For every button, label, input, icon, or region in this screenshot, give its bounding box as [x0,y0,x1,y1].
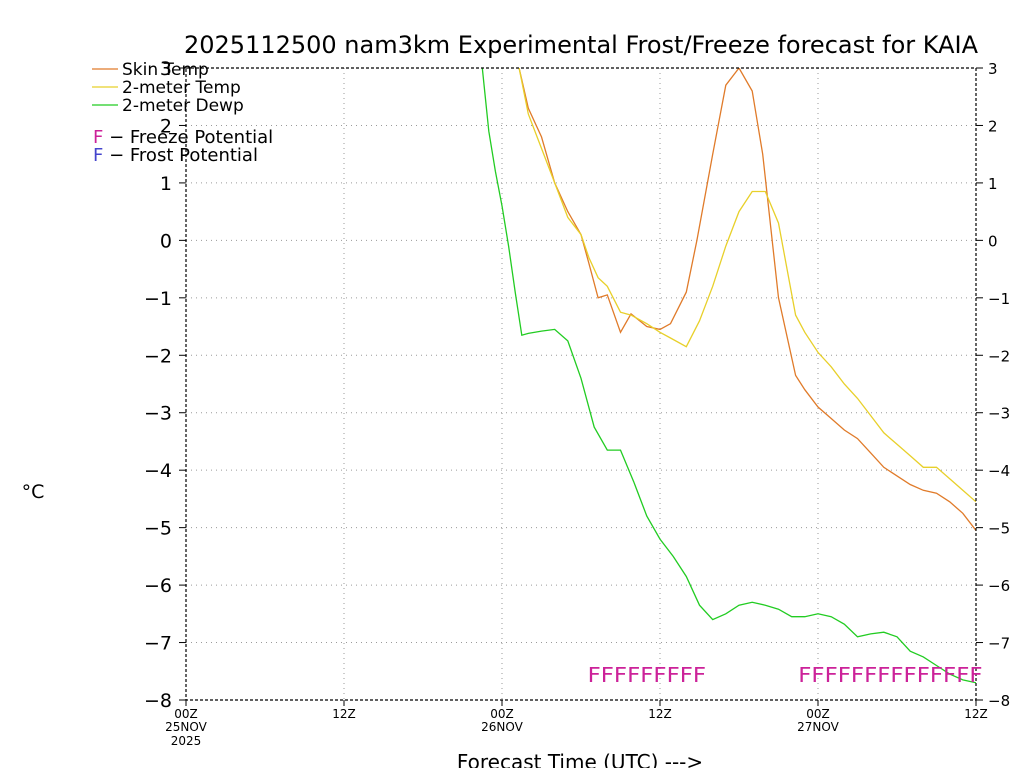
x-axis-label: Forecast Time (UTC) ---> [457,750,703,768]
y-tick-label-left: −8 [144,690,172,712]
x-tick-label-hour: 12Z [332,707,356,721]
y-tick-label-left: −1 [144,288,172,310]
legend-marker-entry: F − Freeze Potential [93,127,273,148]
y-tick-label-left: −5 [144,518,172,540]
chart-title: 2025112500 nam3km Experimental Frost/Fre… [184,31,979,59]
legend-marker-entry: F − Frost Potential [93,145,258,166]
freeze-potential-markers: FFFFFFFFF FFFFFFFFFFFFFF [588,663,983,687]
x-tick-label-hour: 00Z [490,707,514,721]
x-tick-label-date: 26NOV [481,720,523,734]
y-tick-label-left: 2 [160,115,172,137]
y-tick-label-left: −7 [144,633,172,655]
y-tick-label-left: 1 [160,173,172,195]
series-line-2-meter-dewp [481,68,976,684]
legend-label: 2-meter Dewp [122,96,244,116]
plot-frame [185,67,977,701]
y-tick-label-left: −6 [144,575,172,597]
y-tick-label-left: 0 [160,230,172,252]
x-tick-label-hour: 12Z [648,707,672,721]
y-tick-label-right: 1 [988,175,998,193]
y-tick-label-right: −6 [988,577,1010,595]
legend-marker-label: − Freeze Potential [103,127,273,148]
y-tick-label-left: −4 [144,460,172,482]
y-tick-label-left: −3 [144,403,172,425]
x-tick-label-date: 27NOV [797,720,839,734]
x-tick-label-year: 2025 [171,734,202,748]
legend-label: Skin Temp [122,60,209,80]
freeze-potential-run: FFFFFFFFFFFFFF [798,663,982,687]
y-tick-label-right: 2 [988,117,998,135]
x-tick-label-hour: 12Z [964,707,988,721]
legend-label: 2-meter Temp [122,78,241,98]
freeze-potential-run: FFFFFFFFF [588,663,707,687]
y-tick-label-right: −4 [988,462,1010,480]
legend-marker-symbol: F [93,127,103,148]
y-tick-label-right: −2 [988,347,1010,365]
legend-marker-label: − Frost Potential [103,145,258,166]
x-tick-label-hour: 00Z [806,707,830,721]
legend-marker-symbol: F [93,145,103,166]
y-tick-label-right: 3 [988,60,998,78]
y-tick-label-right: −5 [988,520,1010,538]
series-line-2-meter-temp [518,68,976,503]
y-tick-label-right: −7 [988,635,1010,653]
y-tick-label-left: −2 [144,345,172,367]
axis-layer: 3 3 2 2 1 1 0 0 −1 −1 −2 −2 −3 −3 −4 −4 −5 −5 −6 −6 −7 −7 −8 −8… [144,58,1010,748]
y-tick-label-right: −1 [988,290,1010,308]
grid-layer [186,68,976,700]
y-tick-label-right: −3 [988,405,1010,423]
y-tick-label-right: −8 [988,692,1010,710]
y-tick-label-right: 0 [988,232,998,250]
x-tick-label-date: 25NOV [165,720,207,734]
x-tick-label-hour: 00Z [174,707,198,721]
y-axis-label: °C [22,481,45,503]
y-tick-label-left: 3 [160,58,172,80]
series-line-skin-temp [518,68,976,531]
series-layer [481,68,976,684]
